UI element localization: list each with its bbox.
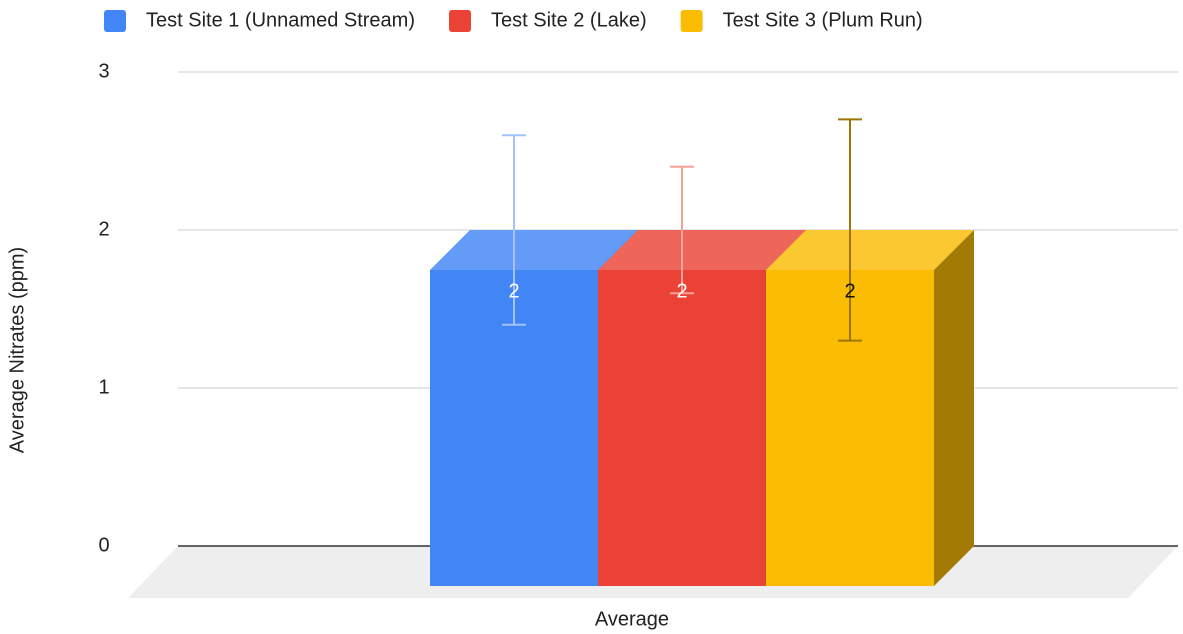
bar-top	[766, 230, 974, 270]
legend-swatch	[680, 10, 703, 32]
y-axis-label: Average Nitrates (ppm)	[6, 247, 28, 453]
x-axis-label: Average	[595, 608, 669, 630]
error-bar	[502, 134, 526, 326]
legend-label: Test Site 1 (Unnamed Stream)	[146, 9, 415, 31]
error-bar	[670, 165, 694, 295]
bar-top	[598, 230, 806, 270]
data-label: 2	[508, 280, 519, 302]
y-tick-label: 1	[98, 376, 109, 398]
y-tick-label: 3	[98, 60, 109, 82]
bar-side	[934, 230, 974, 586]
y-tick-label: 0	[98, 534, 109, 556]
bar	[598, 270, 766, 586]
data-label: 2	[844, 280, 855, 302]
bar-top	[430, 230, 638, 270]
error-bar	[838, 118, 862, 342]
legend-swatch	[104, 10, 126, 32]
legend-swatch	[449, 10, 471, 32]
legend-label: Test Site 3 (Plum Run)	[723, 9, 923, 31]
legend-label: Test Site 2 (Lake)	[491, 9, 647, 31]
y-tick-label: 2	[98, 218, 109, 240]
data-label: 2	[676, 280, 687, 302]
